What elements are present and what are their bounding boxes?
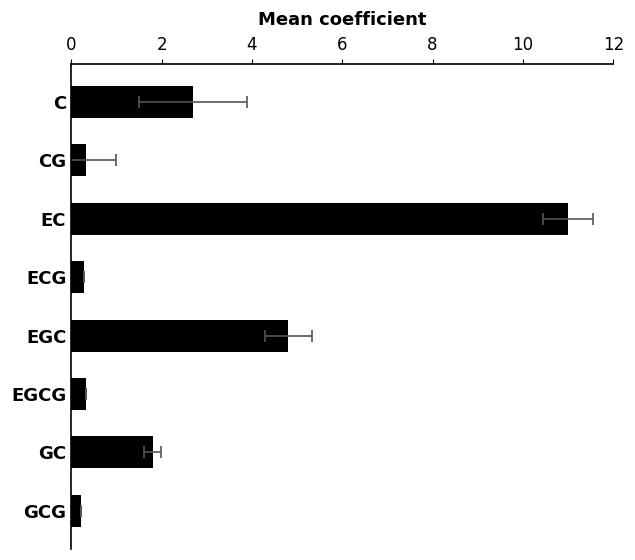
Bar bbox=[71, 261, 84, 293]
Bar bbox=[71, 436, 152, 469]
X-axis label: Mean coefficient: Mean coefficient bbox=[258, 11, 427, 29]
Bar bbox=[71, 378, 86, 410]
Bar bbox=[71, 203, 568, 235]
Bar bbox=[71, 144, 86, 176]
Bar bbox=[71, 320, 288, 352]
Bar bbox=[71, 86, 193, 118]
Bar bbox=[71, 494, 81, 527]
